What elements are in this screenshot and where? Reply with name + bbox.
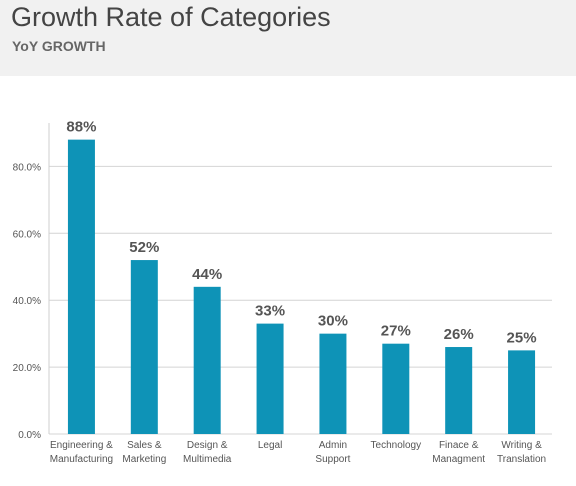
- y-tick-label: 80.0%: [13, 162, 41, 173]
- data-label: 33%: [255, 303, 285, 320]
- x-tick-label: Support: [315, 454, 350, 465]
- x-tick-label: Manufacturing: [50, 454, 113, 465]
- chart-area: 0.0% 20.0% 40.0% 60.0% 80.0% 88% Engineering &…: [0, 76, 576, 481]
- bar: [256, 323, 284, 434]
- bar: [130, 260, 158, 434]
- x-tick-label: Legal: [258, 440, 282, 451]
- x-tick-label: Marketing: [122, 454, 166, 465]
- bar: [445, 347, 473, 434]
- x-tick-label: Sales &: [127, 440, 162, 451]
- x-tick-label: Engineering &: [50, 440, 113, 451]
- y-tick-label: 60.0%: [13, 229, 41, 240]
- bar: [67, 139, 95, 434]
- bar-chart: 0.0% 20.0% 40.0% 60.0% 80.0% 88% Engineering &…: [13, 119, 552, 465]
- x-tick-label: Managment: [432, 454, 485, 465]
- data-label: 26%: [444, 326, 474, 343]
- data-label: 88%: [66, 119, 96, 136]
- bar: [382, 343, 410, 434]
- bar: [193, 286, 221, 434]
- data-label: 52%: [129, 239, 159, 256]
- x-tick-label: Admin: [319, 440, 347, 451]
- x-tick-label: Writing &: [501, 440, 542, 451]
- y-tick-label: 0.0%: [18, 430, 41, 441]
- x-tick-label: Technology: [371, 440, 422, 451]
- y-tick-label: 20.0%: [13, 363, 41, 374]
- y-tick-label: 40.0%: [13, 296, 41, 307]
- chart-subtitle: YoY GROWTH: [12, 38, 106, 54]
- chart-title: Growth Rate of Categories: [11, 2, 331, 32]
- chart-header: Growth Rate of Categories YoY GROWTH: [0, 0, 576, 76]
- x-tick-label: Finace &: [439, 440, 479, 451]
- data-label: 27%: [381, 323, 411, 340]
- bar: [508, 350, 536, 434]
- data-label: 25%: [507, 329, 537, 346]
- data-label: 44%: [192, 266, 222, 283]
- x-tick-label: Design &: [187, 440, 228, 451]
- x-tick-label: Translation: [497, 454, 546, 465]
- bar: [319, 333, 347, 434]
- data-label: 30%: [318, 313, 348, 330]
- x-tick-label: Multimedia: [183, 454, 232, 465]
